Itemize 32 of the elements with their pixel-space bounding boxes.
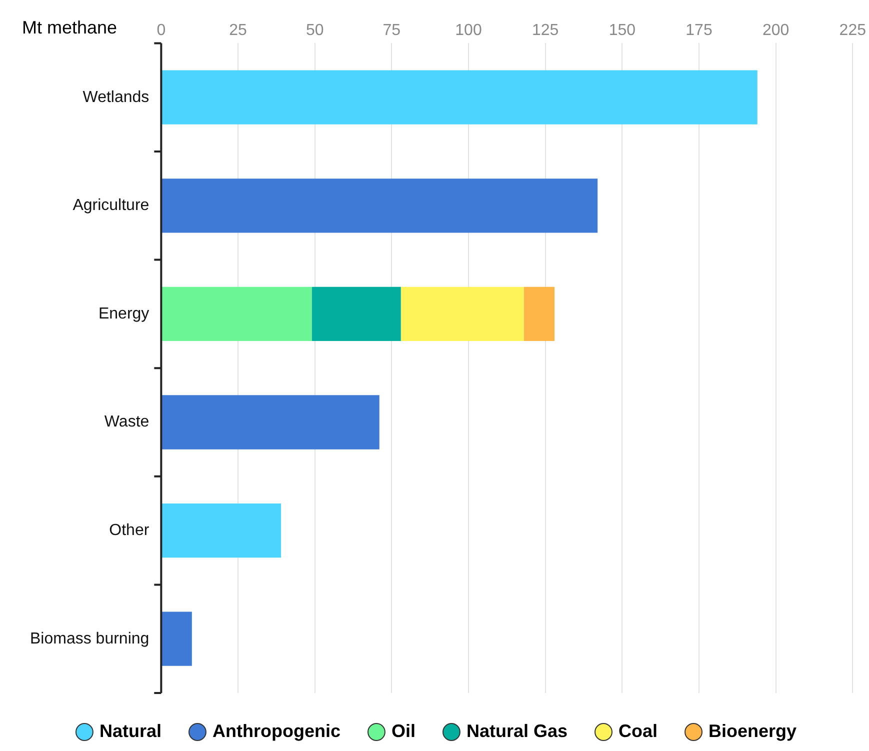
bar — [162, 70, 758, 124]
x-tick-label: 175 — [686, 22, 712, 40]
y-tick-label: Biomass burning — [30, 630, 150, 648]
x-tick-label: 125 — [532, 22, 559, 40]
bar — [162, 178, 598, 233]
y-tick-label: Energy — [98, 305, 150, 322]
x-tick-label: 75 — [382, 22, 401, 40]
bar — [400, 286, 524, 342]
y-tick-label: Waste — [104, 414, 150, 431]
y-tick-label: Agriculture — [72, 197, 150, 214]
legend-label: Bioenergy — [708, 720, 797, 741]
x-tick-label: 225 — [839, 22, 866, 40]
bar — [312, 286, 401, 342]
legend-label: Anthropogenic — [212, 720, 340, 741]
bar — [524, 286, 555, 342]
legend-label: Natural — [99, 720, 162, 741]
x-tick-label: 150 — [608, 22, 636, 40]
x-tick-label: 50 — [306, 22, 324, 40]
bar — [162, 286, 312, 342]
y-tick-label: Other — [109, 522, 150, 539]
bar — [162, 395, 380, 450]
legend-label: Coal — [618, 720, 658, 741]
x-tick-label: 0 — [156, 22, 166, 40]
bar — [162, 503, 282, 558]
bar — [162, 612, 192, 666]
y-tick-label: Wetlands — [82, 88, 150, 106]
x-tick-label: 100 — [455, 22, 482, 40]
legend-label: Natural Gas — [466, 720, 568, 741]
x-tick-label: 25 — [229, 22, 248, 40]
x-axis-title: Mt methane — [22, 18, 118, 38]
legend-label: Oil — [391, 720, 416, 741]
x-tick-label: 200 — [762, 22, 790, 40]
